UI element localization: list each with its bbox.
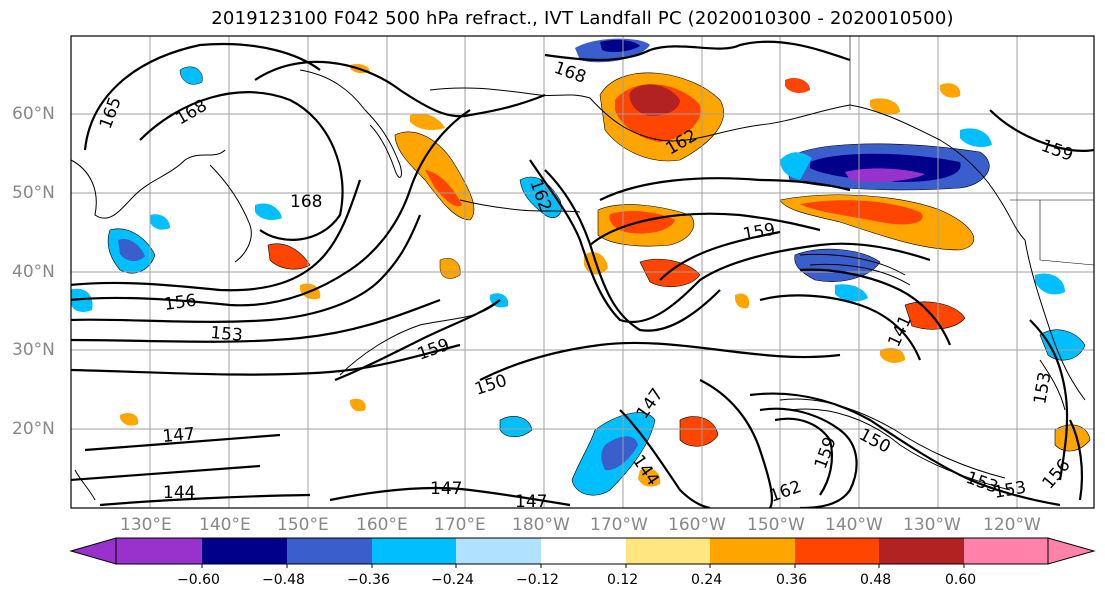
lon-label: 160°E: [356, 515, 408, 535]
colorbar-tick-label: 0.48: [860, 572, 892, 588]
lon-label: 180°W: [512, 515, 570, 535]
lon-label: 120°W: [983, 515, 1041, 535]
lon-label: 140°E: [199, 515, 251, 535]
colorbar-segment: [964, 538, 1048, 564]
colorbar-segment: [626, 538, 710, 564]
thin-contours: [339, 253, 1011, 491]
contour-label: 153: [210, 323, 244, 346]
colorbar-segment: [116, 538, 202, 564]
colorbar-segment: [710, 538, 795, 564]
lon-label: 160°W: [668, 515, 726, 535]
lon-label: 170°E: [434, 515, 486, 535]
lat-label: 20°N: [12, 419, 55, 439]
colorbar: [69, 537, 1096, 568]
contour-label: 168: [290, 192, 322, 212]
colorbar-tick-label: −0.60: [177, 572, 220, 588]
anomaly-shading: [71, 38, 1091, 496]
political-borders: [849, 36, 1094, 266]
colorbar-segment: [541, 538, 626, 564]
colorbar-segment: [202, 538, 287, 564]
colorbar-tick-label: 0.24: [691, 572, 723, 588]
contour-label: 144: [163, 483, 195, 503]
colorbar-segment: [372, 538, 456, 564]
lon-label: 170°W: [590, 515, 648, 535]
colorbar-tick-label: −0.12: [516, 572, 559, 588]
colorbar-under: [69, 537, 117, 565]
colorbar-segment: [287, 538, 372, 564]
height-contours: [71, 40, 1094, 508]
contour-label: 147: [162, 424, 196, 447]
colorbar-segment: [456, 538, 541, 564]
contour-label: 147: [515, 492, 547, 512]
lon-label: 130°E: [120, 515, 172, 535]
map-title: 2019123100 F042 500 hPa refract., IVT La…: [211, 8, 954, 29]
contour-label: 156: [163, 291, 198, 315]
colorbar-segment: [795, 538, 879, 564]
lon-label: 150°E: [277, 515, 329, 535]
colorbar-segment: [879, 538, 964, 564]
colorbar-tick-label: 0.12: [607, 572, 639, 588]
lon-label: 140°W: [825, 515, 883, 535]
colorbar-tick-label: 0.36: [776, 572, 808, 588]
lat-label: 30°N: [12, 340, 55, 360]
map-frame: [70, 35, 1095, 509]
colorbar-tick-label: 0.60: [945, 572, 977, 588]
lat-label: 50°N: [12, 183, 55, 203]
lat-label: 40°N: [12, 262, 55, 282]
lon-label: 130°W: [903, 515, 961, 535]
colorbar-tick-label: −0.48: [262, 572, 305, 588]
lat-label: 60°N: [12, 104, 55, 124]
contour-label: 147: [430, 479, 462, 499]
lon-label: 150°W: [747, 515, 805, 535]
colorbar-tick-label: −0.24: [431, 572, 474, 588]
coastlines: [71, 69, 1086, 501]
colorbar-over: [1047, 537, 1096, 565]
colorbar-tick-label: −0.36: [347, 572, 390, 588]
